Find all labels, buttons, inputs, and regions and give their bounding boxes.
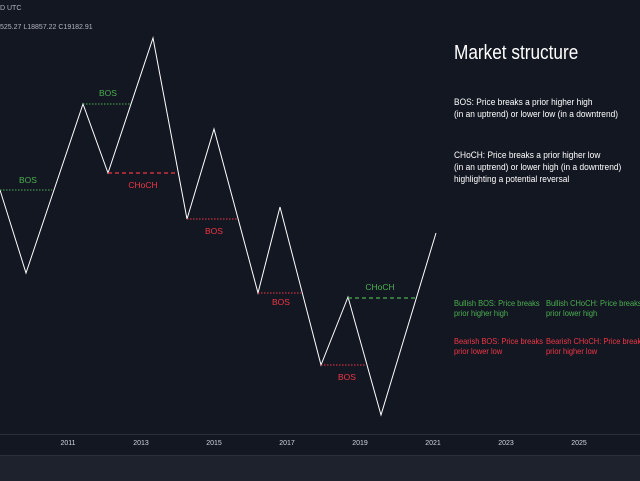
choch-definition-line: CHoCH: Price breaks a prior higher low — [454, 150, 601, 161]
choch-definition-line: (in an uptrend) or lower high (in a down… — [454, 162, 622, 173]
x-tick: 2017 — [279, 440, 295, 447]
panel-title: Market structure — [454, 42, 579, 64]
x-tick: 2025 — [571, 440, 587, 447]
bos-label-3: BOS — [205, 226, 223, 236]
legend-text: prior higher high — [454, 308, 509, 318]
choch-definition: CHoCH: Price breaks a prior higher low (… — [454, 150, 621, 186]
x-tick: 2019 — [352, 440, 368, 447]
bos-definition-line: (in an uptrend) or lower low (in a downt… — [454, 109, 619, 120]
ohlc-readout: 525.27 L18857.22 C19182.91 — [0, 24, 93, 31]
legend-text: Bearish CHoCH: Price breaks — [546, 336, 640, 346]
x-tick: 2013 — [133, 440, 149, 447]
legend-bearish-bos: Bearish BOS: Price breaks prior lower lo… — [454, 336, 543, 356]
x-tick: 2015 — [206, 440, 222, 447]
legend-bullish-choch: Bullish CHoCH: Price breaks prior lower … — [546, 298, 640, 318]
choch-label-2: CHoCH — [365, 282, 394, 292]
bos-label-5: BOS — [338, 372, 356, 382]
time-axis[interactable] — [0, 434, 640, 455]
choch-definition-line: highlighting a potential reversal — [454, 174, 570, 185]
legend-text: Bullish BOS: Price breaks — [454, 298, 540, 308]
legend-text: prior higher low — [546, 346, 598, 356]
bos-label-4: BOS — [272, 297, 290, 307]
chart-interval-label: D UTC — [0, 5, 22, 12]
legend-text: Bearish BOS: Price breaks — [454, 336, 543, 346]
legend-bearish-choch: Bearish CHoCH: Price breaks prior higher… — [546, 336, 640, 356]
legend-text: prior lower high — [546, 308, 598, 318]
legend-text: prior lower low — [454, 346, 503, 356]
legend-bullish-bos: Bullish BOS: Price breaks prior higher h… — [454, 298, 540, 318]
x-tick: 2023 — [498, 440, 514, 447]
bos-label-1: BOS — [19, 175, 37, 185]
choch-label-1: CHoCH — [128, 180, 157, 190]
bos-label-2: BOS — [99, 88, 117, 98]
x-tick: 2021 — [425, 440, 441, 447]
bottom-toolbar — [0, 455, 640, 481]
x-tick: 2011 — [60, 440, 76, 447]
bos-definition-line: BOS: Price breaks a prior higher high — [454, 97, 593, 108]
legend-text: Bullish CHoCH: Price breaks — [546, 298, 640, 308]
bos-definition: BOS: Price breaks a prior higher high (i… — [454, 97, 618, 121]
